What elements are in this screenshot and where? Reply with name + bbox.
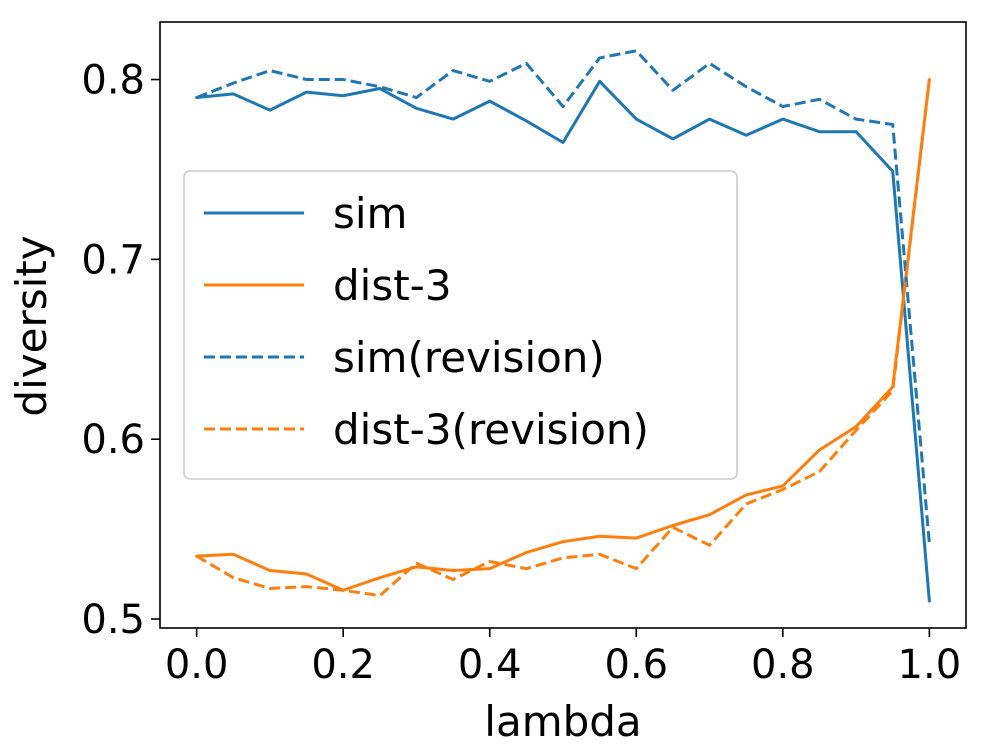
y-axis: 0.5 0.6 0.7 0.8 (81, 58, 160, 643)
legend-entries: sim dist-3 sim(revision) dist-3(revision) (204, 189, 649, 454)
y-axis-label: diversity (7, 235, 56, 416)
series-line-0 (195, 79, 931, 603)
legend-label: dist-3(revision) (333, 405, 649, 454)
legend-label: sim(revision) (333, 333, 605, 382)
legend-label: dist-3 (333, 261, 452, 310)
y-tick-label: 0.8 (81, 58, 145, 104)
series-line-1 (195, 78, 931, 592)
legend: sim dist-3 sim(revision) dist-3(revision) (183, 170, 738, 480)
x-tick-label: 0.2 (311, 642, 375, 688)
x-tick-label: 0.4 (458, 642, 522, 688)
series-line-2 (196, 49, 931, 544)
x-axis: 0.0 0.2 0.4 0.6 0.8 1.0 (165, 628, 961, 688)
x-tick-label: 1.0 (898, 642, 962, 688)
x-tick-label: 0.0 (165, 642, 229, 688)
x-tick-label: 0.8 (751, 642, 815, 688)
y-tick-label: 0.6 (81, 417, 145, 463)
y-tick-label: 0.7 (81, 237, 145, 283)
x-axis-label: lambda (484, 697, 641, 746)
legend-label: sim (333, 189, 407, 238)
x-tick-label: 0.6 (604, 642, 668, 688)
plot-frame (159, 21, 967, 629)
legend-box (183, 170, 738, 480)
series-layer (195, 49, 931, 603)
y-tick-label: 0.5 (81, 597, 145, 643)
series-line-3 (195, 79, 931, 598)
